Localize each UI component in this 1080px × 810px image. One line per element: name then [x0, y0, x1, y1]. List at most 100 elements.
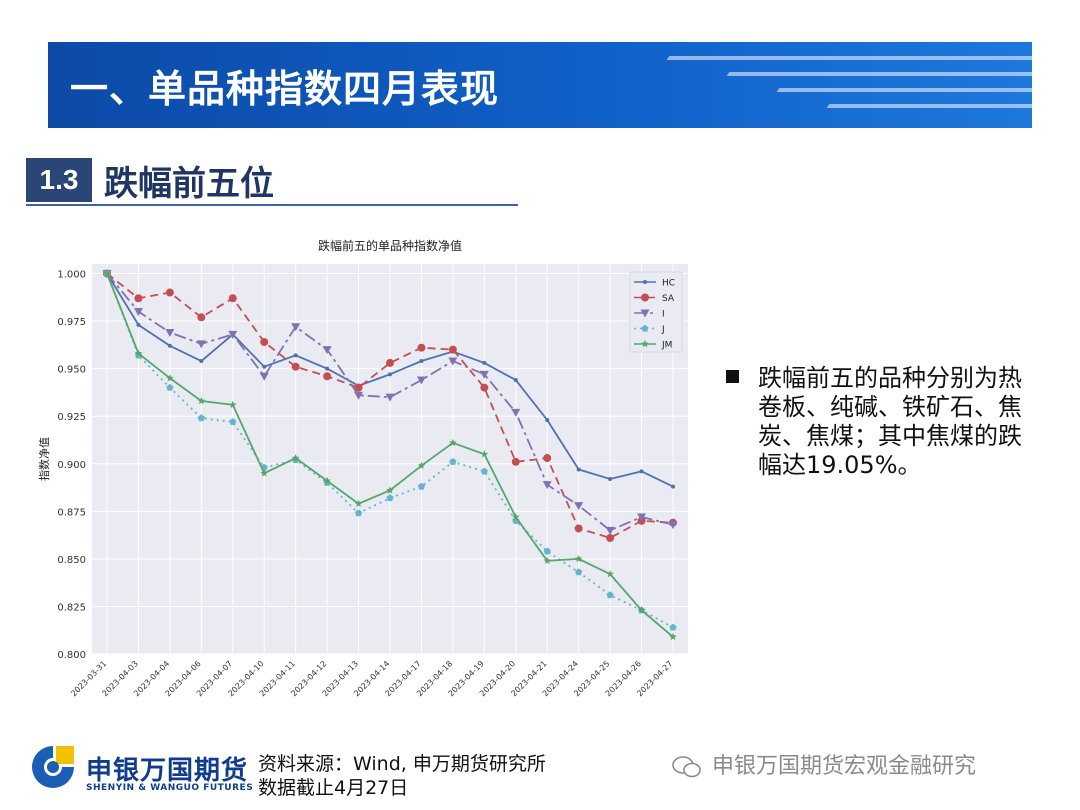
- data-point-hc: [325, 366, 330, 371]
- data-point-i: [322, 346, 332, 355]
- data-point-sa: [197, 313, 206, 322]
- data-point-hc: [671, 484, 675, 489]
- legend-label: HC: [662, 279, 675, 289]
- y-tick-label: 1.000: [57, 270, 86, 281]
- section-title: 跌幅前五位: [104, 164, 274, 204]
- legend-marker-j: [641, 324, 649, 332]
- data-point-sa: [480, 383, 489, 392]
- data-point-sa: [386, 358, 394, 367]
- data-point-hc: [513, 378, 518, 383]
- legend-box: [629, 271, 683, 353]
- banner-stripe: [726, 72, 1032, 76]
- data-point-hc: [576, 467, 581, 472]
- y-tick-label: 0.825: [57, 602, 86, 613]
- legend-marker-jm: [641, 340, 649, 348]
- data-point-i: [165, 328, 175, 337]
- data-point-i: [574, 502, 584, 511]
- y-tick-label: 0.875: [57, 507, 86, 518]
- line-chart: 跌幅前五的单品种指数净值 0.800 0.825 0.850 0.875 0.900 0.9…: [37, 238, 688, 698]
- data-point-jm: [166, 374, 174, 382]
- chart-title: 跌幅前五的单品种指数净值: [318, 238, 462, 253]
- data-point-i: [479, 370, 489, 379]
- data-point-jm: [354, 499, 363, 507]
- data-point-i: [259, 372, 269, 381]
- data-point-hc: [608, 476, 613, 481]
- y-tick-label: 0.850: [57, 555, 86, 566]
- data-point-j: [197, 414, 205, 422]
- legend-marker-hc: [643, 280, 647, 284]
- data-point-jm: [386, 486, 394, 494]
- data-point-sa: [448, 345, 457, 354]
- data-point-j: [417, 482, 426, 490]
- banner-stripe: [666, 56, 1032, 60]
- data-point-hc: [482, 360, 487, 365]
- legend-marker-sa: [641, 293, 649, 302]
- data-point-i: [385, 393, 395, 402]
- data-point-sa: [417, 343, 426, 352]
- data-point-hc: [136, 322, 141, 327]
- data-point-jm: [449, 438, 457, 447]
- data-point-j: [449, 458, 457, 465]
- source-line: 资料来源：Wind, 申万期货研究所: [258, 753, 546, 775]
- legend-label: SA: [662, 294, 675, 304]
- data-point-sa: [543, 454, 552, 463]
- data-point-hc: [545, 418, 550, 422]
- data-point-jm: [637, 606, 646, 614]
- data-point-j: [606, 591, 614, 599]
- data-point-i: [196, 340, 206, 349]
- data-point-jm: [291, 454, 300, 462]
- data-point-i: [354, 391, 364, 400]
- data-point-i: [637, 513, 647, 522]
- data-point-jm: [260, 469, 269, 477]
- data-point-jm: [574, 554, 583, 563]
- logo-text-en: SHENYIN & WANGUO FUTURES: [86, 783, 254, 793]
- data-point-i: [133, 308, 143, 317]
- data-point-j: [575, 568, 583, 576]
- data-point-sa: [291, 362, 300, 371]
- banner-stripe: [776, 88, 1032, 92]
- wechat-icon: [672, 756, 701, 778]
- section-underline: [26, 204, 518, 206]
- y-tick-label: 0.975: [57, 317, 86, 328]
- data-point-jm: [134, 349, 143, 357]
- data-point-sa: [574, 524, 583, 533]
- data-point-i: [605, 526, 615, 535]
- data-cutoff-line: 数据截止4月27日: [258, 777, 409, 799]
- data-point-jm: [197, 396, 206, 405]
- data-point-jm: [323, 476, 331, 485]
- data-point-sa: [606, 533, 615, 542]
- data-point-j: [166, 383, 174, 391]
- y-tick-label: 0.900: [57, 460, 86, 471]
- data-point-jm: [103, 269, 111, 277]
- data-point-j: [229, 418, 237, 425]
- data-point-sa: [354, 383, 363, 392]
- wechat-watermark: 申银万国期货宏观金融研究: [672, 748, 976, 780]
- company-logo-icon: [32, 746, 74, 788]
- data-point-j: [480, 467, 488, 475]
- data-point-sa: [511, 457, 520, 466]
- data-point-sa: [228, 294, 237, 303]
- data-point-hc: [167, 343, 172, 348]
- data-point-hc: [199, 359, 204, 364]
- data-point-jm: [417, 461, 426, 469]
- data-point-i: [416, 376, 426, 385]
- banner-stripe: [826, 104, 1032, 108]
- data-point-j: [354, 509, 363, 517]
- y-axis-label: 指数净值: [37, 437, 51, 481]
- data-point-i: [668, 521, 678, 530]
- legend-label: J: [661, 325, 665, 335]
- data-point-j: [543, 547, 551, 555]
- data-point-j: [669, 623, 677, 631]
- data-point-sa: [165, 288, 174, 297]
- data-point-sa: [260, 338, 269, 346]
- data-point-jm: [669, 632, 677, 641]
- section-number: 1.3: [26, 158, 92, 202]
- data-point-jm: [228, 400, 237, 409]
- title-banner: 一、单品种指数四月表现: [48, 42, 1032, 128]
- bullet-square-icon: [726, 370, 739, 383]
- data-point-j: [386, 494, 394, 502]
- data-point-hc: [293, 353, 298, 358]
- data-point-sa: [323, 372, 332, 381]
- y-tick-label: 0.950: [57, 365, 86, 376]
- data-point-i: [511, 408, 521, 417]
